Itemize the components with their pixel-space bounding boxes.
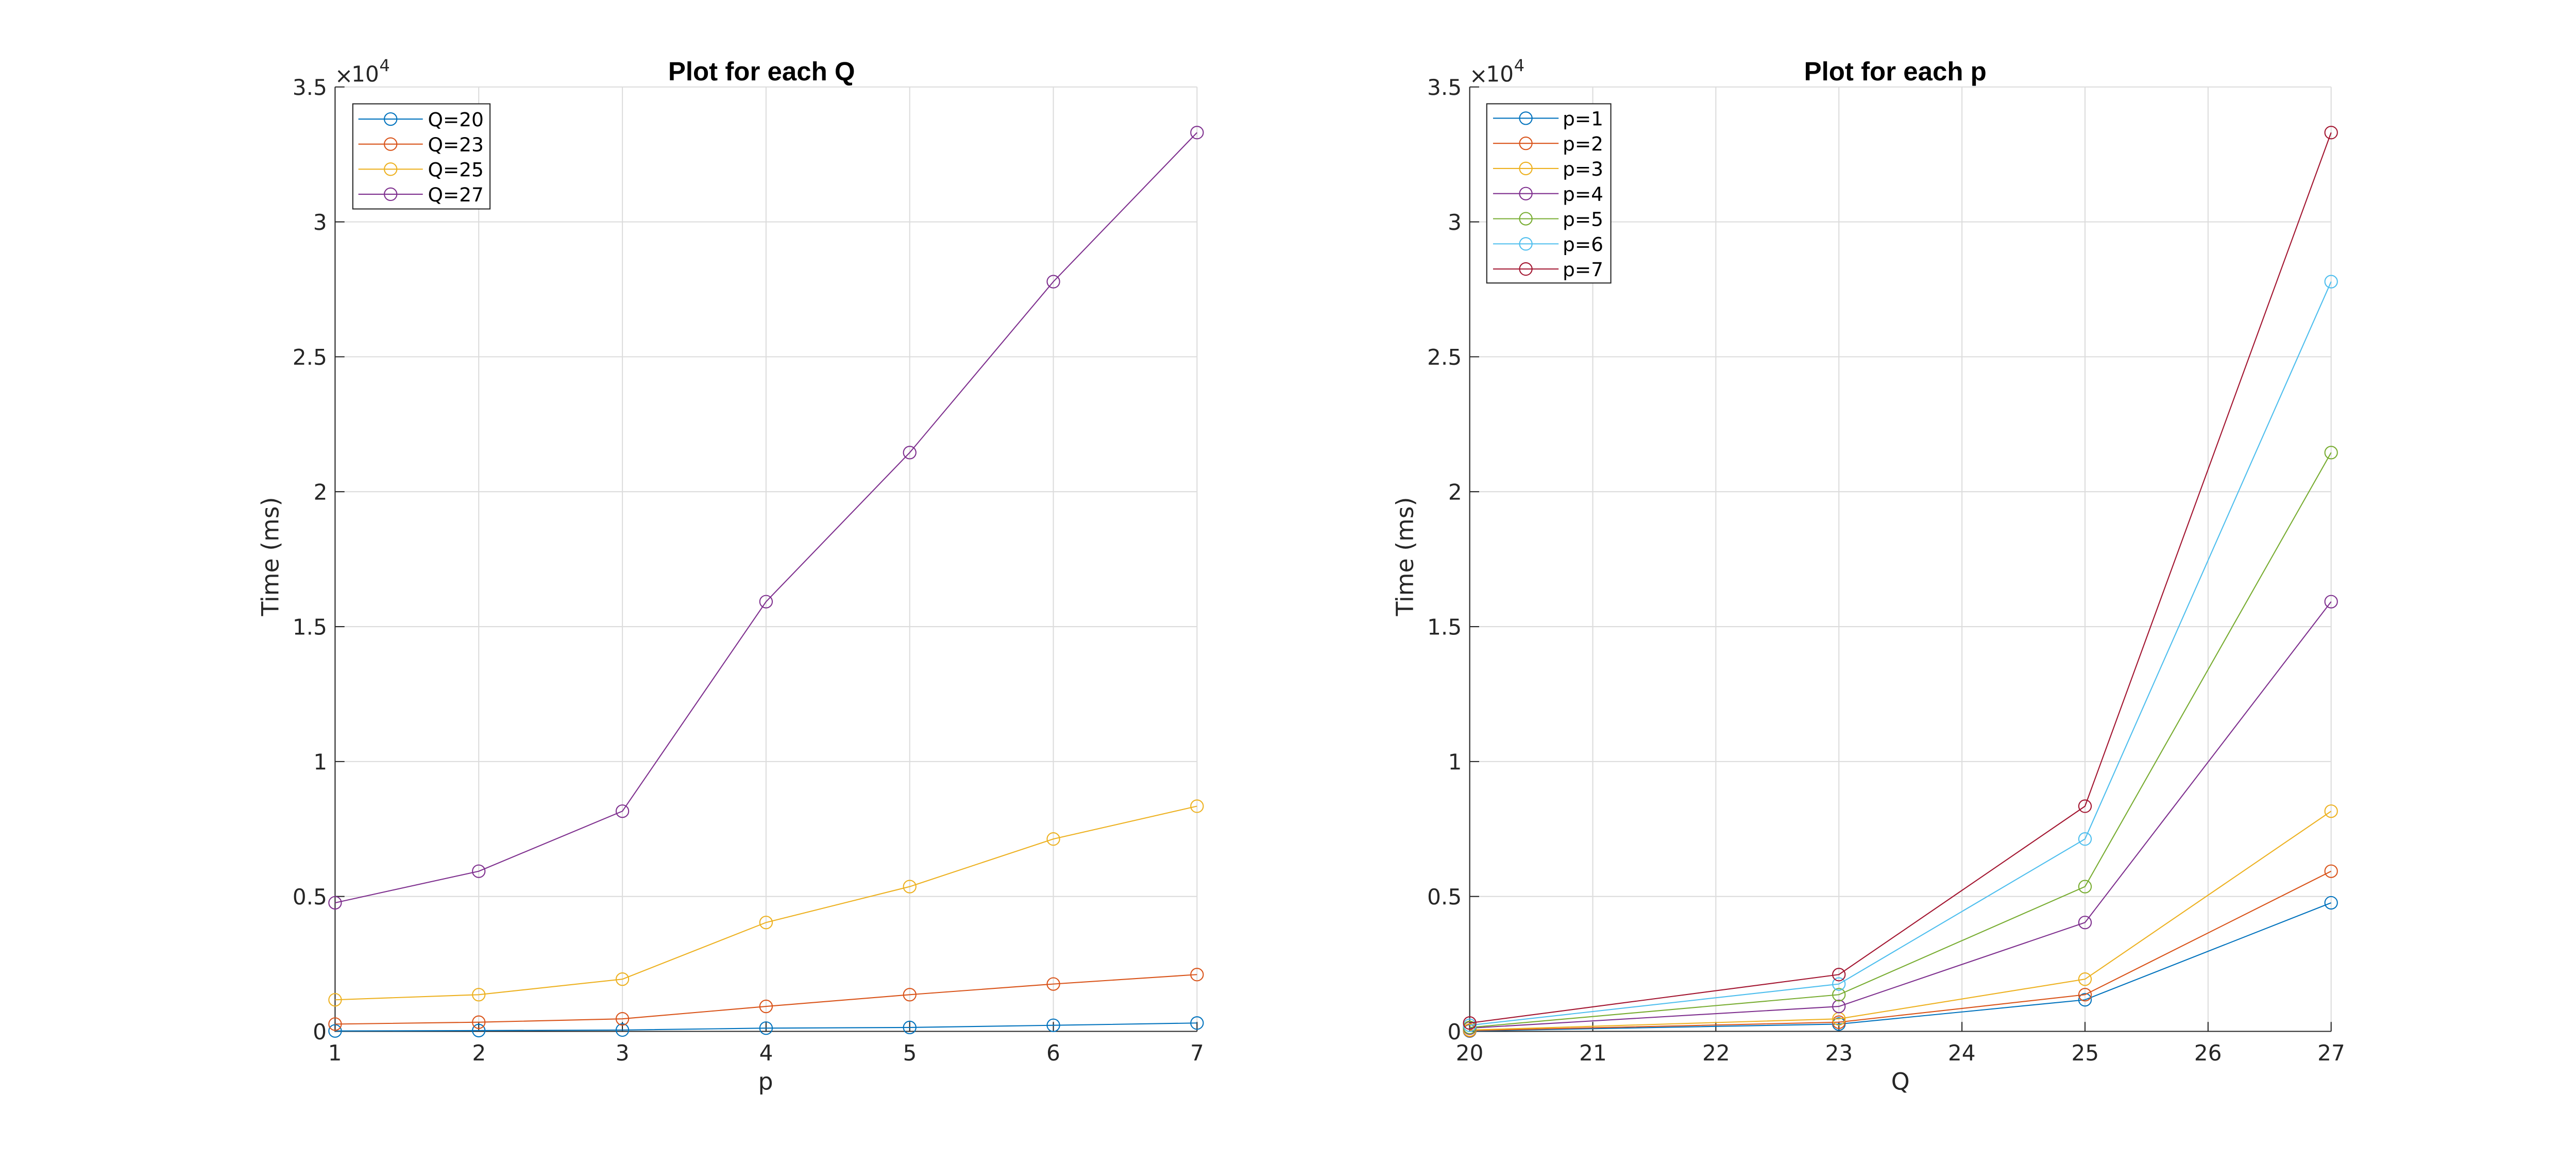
svg-text:Plot for each p: Plot for each p: [1804, 57, 1987, 86]
svg-text:Plot for each Q: Plot for each Q: [668, 57, 855, 86]
